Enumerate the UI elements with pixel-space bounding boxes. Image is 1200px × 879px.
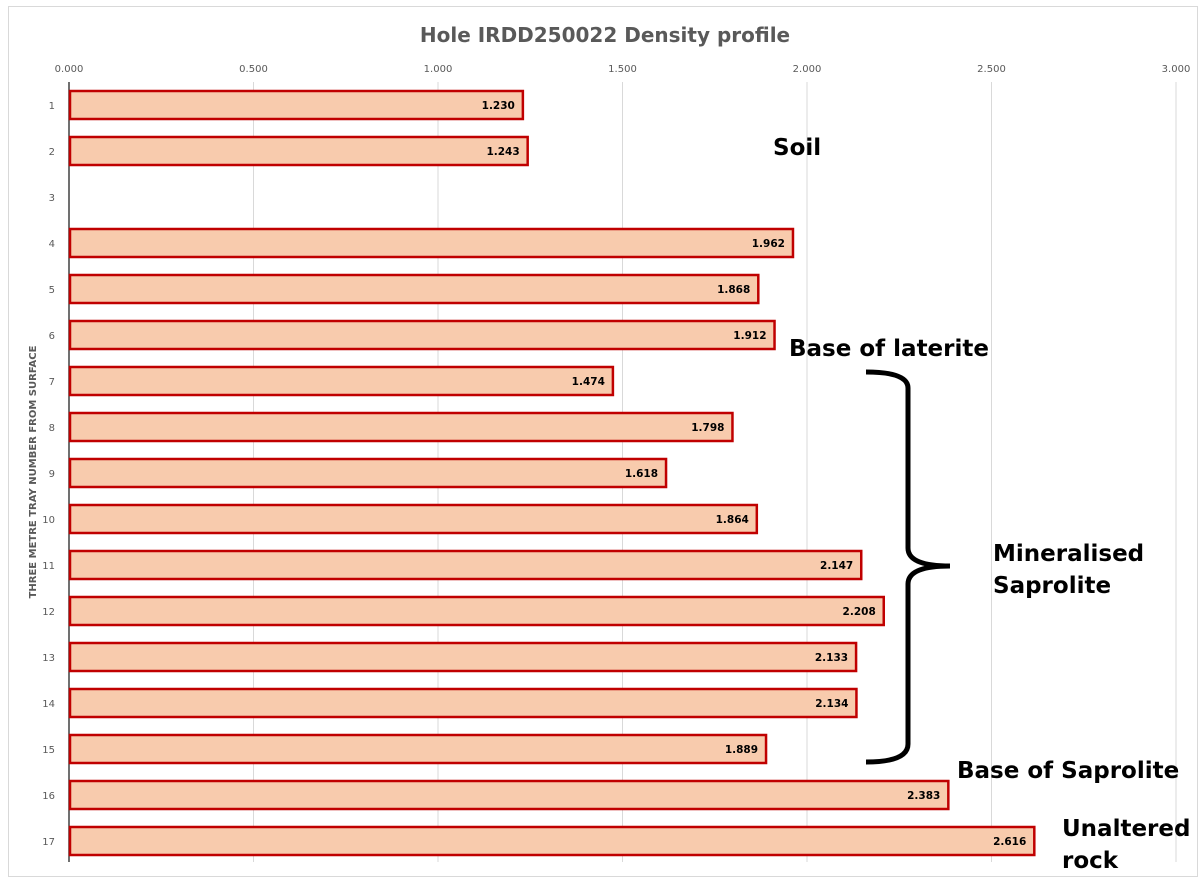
annotation-label: Base of Saprolite: [957, 758, 1179, 784]
data-label: 1.618: [625, 468, 658, 480]
x-tick-label: 3.000: [1162, 64, 1191, 75]
x-tick-label: 1.000: [424, 64, 453, 75]
chart-title: Hole IRDD250022 Density profile: [420, 23, 790, 47]
annotation-label: Unaltered rock: [1062, 816, 1190, 874]
bar: [68, 733, 768, 765]
data-label: 1.912: [733, 330, 766, 342]
data-label: 1.864: [716, 514, 749, 526]
y-tick-label: 9: [49, 469, 55, 480]
annotation-label: Mineralised Saprolite: [993, 541, 1144, 599]
annotation-label: Base of laterite: [789, 336, 989, 362]
y-tick-label: 2: [49, 147, 55, 158]
annotations: Soil Base of laterite Mineralised Saprolite…: [773, 135, 1190, 874]
y-tick-label: 4: [49, 239, 55, 250]
bars: [68, 89, 1036, 857]
bar: [68, 319, 776, 351]
data-label: 2.147: [820, 560, 853, 572]
bar: [68, 595, 886, 627]
bar: [68, 825, 1036, 857]
bar: [68, 641, 858, 673]
y-tick-label: 12: [42, 607, 55, 618]
bar: [68, 273, 760, 305]
data-label: 1.962: [752, 238, 785, 250]
data-label: 2.133: [815, 652, 848, 664]
y-tick-label: 14: [42, 699, 55, 710]
data-label: 1.868: [717, 284, 750, 296]
data-label: 2.383: [907, 790, 940, 802]
data-label: 1.798: [691, 422, 724, 434]
data-label: 2.616: [993, 836, 1026, 848]
bar: [68, 365, 615, 397]
x-axis-ticks: 0.000 0.500 1.000 1.500 2.000 2.500 3.000: [55, 64, 1191, 75]
y-tick-label: 11: [42, 561, 55, 572]
x-tick-label: 2.000: [793, 64, 822, 75]
saprolite-bracket: [865, 369, 951, 765]
bar: [68, 779, 950, 811]
y-tick-label: 10: [42, 515, 55, 526]
y-axis-label: THREE METRE TRAY NUMBER FROM SURFACE: [28, 345, 39, 598]
y-tick-label: 15: [42, 745, 55, 756]
data-label: 1.230: [482, 100, 515, 112]
x-tick-label: 1.500: [608, 64, 637, 75]
x-tick-label: 2.500: [977, 64, 1006, 75]
bar: [68, 457, 668, 489]
data-label: 2.134: [815, 698, 848, 710]
y-tick-label: 8: [49, 423, 55, 434]
y-tick-label: 13: [42, 653, 55, 664]
gridlines: [253, 82, 1177, 862]
y-tick-label: 6: [49, 331, 55, 342]
bar: [68, 89, 525, 121]
bar: [68, 411, 734, 443]
value-labels: 1.230 1.243 1.962 1.868 1.912 1.474 1.798 1.618…: [482, 100, 1027, 848]
bar: [68, 687, 858, 719]
x-tick-label: 0.500: [239, 64, 268, 75]
y-tick-label: 7: [49, 377, 55, 388]
data-label: 1.474: [572, 376, 605, 388]
y-tick-label: 16: [42, 791, 55, 802]
bar: [68, 135, 529, 167]
y-tick-label: 5: [49, 285, 55, 296]
y-tick-label: 17: [42, 837, 55, 848]
bar: [68, 549, 863, 581]
data-label: 2.208: [843, 606, 876, 618]
annotation-label: Soil: [773, 135, 821, 161]
data-label: 1.889: [725, 744, 758, 756]
bar: [68, 227, 795, 259]
y-tick-label: 1: [49, 101, 55, 112]
x-tick-label: 0.000: [55, 64, 84, 75]
data-label: 1.243: [486, 146, 519, 158]
y-tick-label: 3: [49, 193, 55, 204]
bar: [68, 503, 759, 535]
